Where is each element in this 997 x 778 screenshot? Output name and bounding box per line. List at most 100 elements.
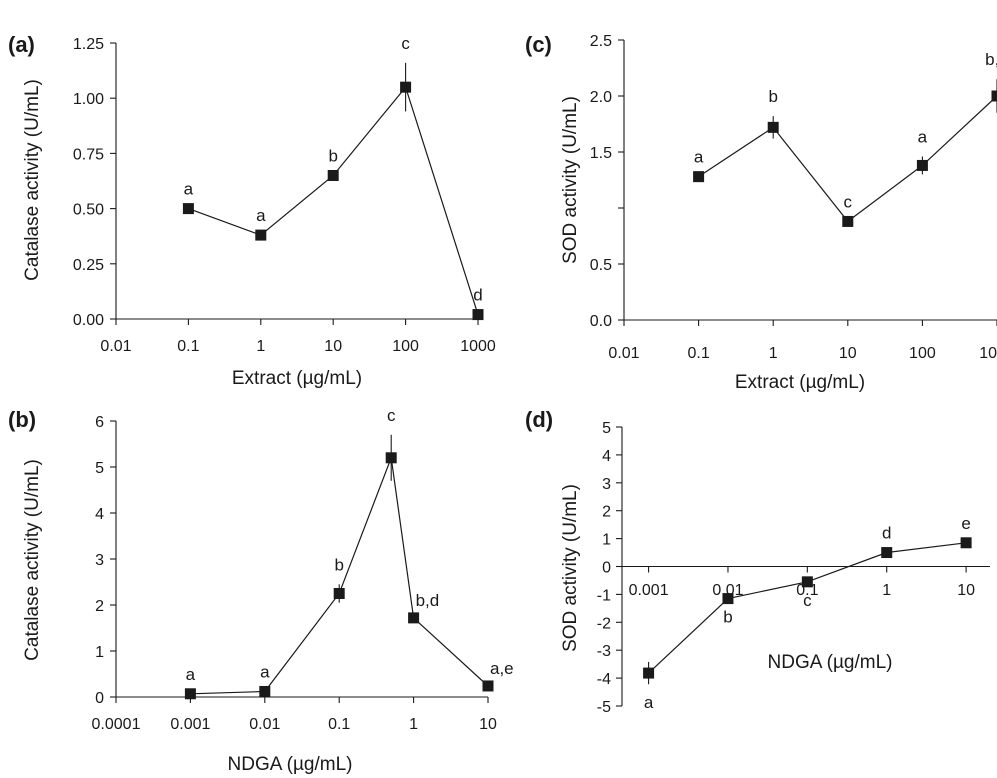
significance-label-a: a	[184, 180, 194, 199]
x-tick-label-b: 0.0001	[92, 716, 141, 733]
y-tick-label-b: 2	[95, 598, 104, 615]
significance-label-b: b	[334, 555, 343, 574]
y-axis-title-a: Catalase activity (U/mL)	[22, 79, 43, 281]
significance-label-b: a,e	[490, 659, 514, 678]
data-point-b	[385, 452, 397, 464]
significance-label-c: b	[768, 87, 777, 106]
significance-label-d: d	[882, 524, 891, 543]
x-tick-label-c: 1000	[979, 345, 997, 362]
x-tick-label-d: 0.1	[796, 582, 818, 599]
data-point-a	[182, 203, 194, 215]
panel-c: (c) Extract (µg/mL) SOD activity (U/mL) …	[525, 32, 997, 393]
plot-area-a: 0.00 0.25 0.50 0.75 1.00 1.25 0.01 0.1 1 10 100 100…	[73, 34, 496, 355]
panel-label-b: (b)	[8, 407, 36, 432]
y-tick-label-c: 0.0	[590, 313, 612, 330]
significance-label-a: b	[328, 146, 337, 165]
x-tick-label-b: 1	[409, 716, 418, 733]
y-tick-label-c: 2.0	[590, 89, 612, 106]
data-point-c	[916, 159, 928, 171]
significance-label-d: c	[803, 591, 812, 610]
x-tick-label-a: 0.01	[100, 338, 131, 355]
panel-a: (a) Extract (µg/mL) Catalase activity (U…	[8, 32, 496, 389]
y-tick-label-d: 5	[602, 420, 611, 437]
significance-label-c: a	[694, 148, 704, 167]
y-tick-label-b: 1	[95, 644, 104, 661]
panel-label-c: (c)	[525, 32, 552, 57]
y-tick-label-a: 1.00	[73, 91, 104, 108]
x-tick-label-b: 0.001	[170, 716, 210, 733]
significance-label-d: b	[723, 608, 732, 627]
y-tick-label-d: -5	[597, 699, 611, 716]
y-tick-label-d: -2	[597, 615, 611, 632]
x-tick-label-c: 100	[909, 345, 936, 362]
significance-label-d: a	[644, 693, 654, 712]
y-tick-label-d: -3	[597, 643, 611, 660]
y-tick-label-b: 3	[95, 552, 104, 569]
data-point-c	[767, 121, 779, 133]
x-tick-label-a: 0.1	[177, 338, 199, 355]
y-tick-label-a: 0.50	[73, 202, 104, 219]
series-line-a	[188, 85, 479, 315]
significance-label-a: c	[401, 34, 410, 53]
x-tick-label-d: 10	[957, 582, 975, 599]
y-tick-label-a: 0.00	[73, 312, 104, 329]
y-tick-label-d: -4	[597, 671, 611, 688]
significance-label-b: c	[387, 406, 396, 425]
x-axis-title-a: Extract (µg/mL)	[232, 368, 362, 389]
panel-label-a: (a)	[8, 32, 35, 57]
x-tick-label-c: 0.1	[687, 345, 709, 362]
y-axis-title-d: SOD activity (U/mL)	[560, 484, 581, 652]
data-point-b	[333, 588, 345, 599]
y-tick-label-c: 2.5	[590, 33, 612, 50]
x-tick-label-a: 1000	[460, 338, 496, 355]
significance-label-c: b,d	[985, 50, 997, 69]
significance-label-d: e	[961, 514, 970, 533]
data-point-a	[400, 81, 412, 93]
x-tick-label-b: 10	[479, 716, 497, 733]
y-tick-label-b: 4	[95, 506, 104, 523]
panel-label-d: (d)	[525, 407, 553, 432]
data-point-d	[801, 576, 813, 588]
significance-label-a: d	[473, 286, 482, 305]
panel-d: (d) NDGA (µg/mL) SOD activity (U/mL) -5 -…	[525, 407, 990, 716]
y-tick-label-d: 3	[602, 476, 611, 493]
y-tick-label-b: 6	[95, 414, 104, 431]
y-tick-label-c: 1.5	[590, 145, 612, 162]
data-point-d	[960, 537, 972, 549]
significance-label-b: b,d	[416, 591, 440, 610]
plot-area-b: 0 1 2 3 4 5 6 0.0001 0.001 0.01 0.1 1 10 a a b c b,d a,e	[92, 406, 514, 733]
x-axis-title-b: NDGA (µg/mL)	[228, 754, 353, 775]
significance-label-b: a	[186, 665, 196, 684]
significance-label-c: c	[844, 192, 853, 211]
plot-area-c: 0.0 0.5 1.5 2.0 2.5 0.01 0.1 1 10 100 1000 a b c a b,d	[590, 33, 997, 362]
x-tick-label-c: 10	[839, 345, 857, 362]
data-point-b	[408, 612, 420, 624]
significance-label-c: a	[918, 127, 928, 146]
data-point-d	[643, 667, 655, 679]
significance-label-a: a	[256, 206, 266, 225]
y-tick-label-d: 2	[602, 504, 611, 521]
x-axis-title-c: Extract (µg/mL)	[735, 372, 865, 393]
data-point-d	[881, 547, 893, 559]
x-tick-label-a: 10	[324, 338, 342, 355]
y-tick-label-d: 1	[602, 532, 611, 549]
data-point-a	[472, 309, 484, 321]
data-point-b	[259, 685, 271, 697]
x-tick-label-b: 0.1	[328, 716, 350, 733]
x-tick-label-c: 0.01	[608, 345, 639, 362]
y-tick-label-d: 4	[602, 448, 611, 465]
x-tick-label-d: 0.01	[712, 582, 743, 599]
x-axis-title-d: NDGA (µg/mL)	[768, 652, 893, 673]
y-axis-title-b: Catalase activity (U/mL)	[22, 459, 43, 661]
data-point-d	[722, 593, 734, 605]
data-point-a	[255, 229, 267, 241]
series-line-b	[190, 457, 489, 695]
plot-area-d: -5 -4 -3 -2 -1 0 1 2 3 4 5 0.001 0.01 0.1 1 10 a b c d e	[597, 420, 990, 716]
significance-label-b: a	[260, 662, 270, 681]
y-axis-title-c: SOD activity (U/mL)	[560, 96, 581, 264]
data-point-b	[184, 688, 196, 700]
data-point-b	[482, 680, 494, 692]
y-tick-label-a: 0.25	[73, 257, 104, 274]
y-tick-label-b: 5	[95, 460, 104, 477]
